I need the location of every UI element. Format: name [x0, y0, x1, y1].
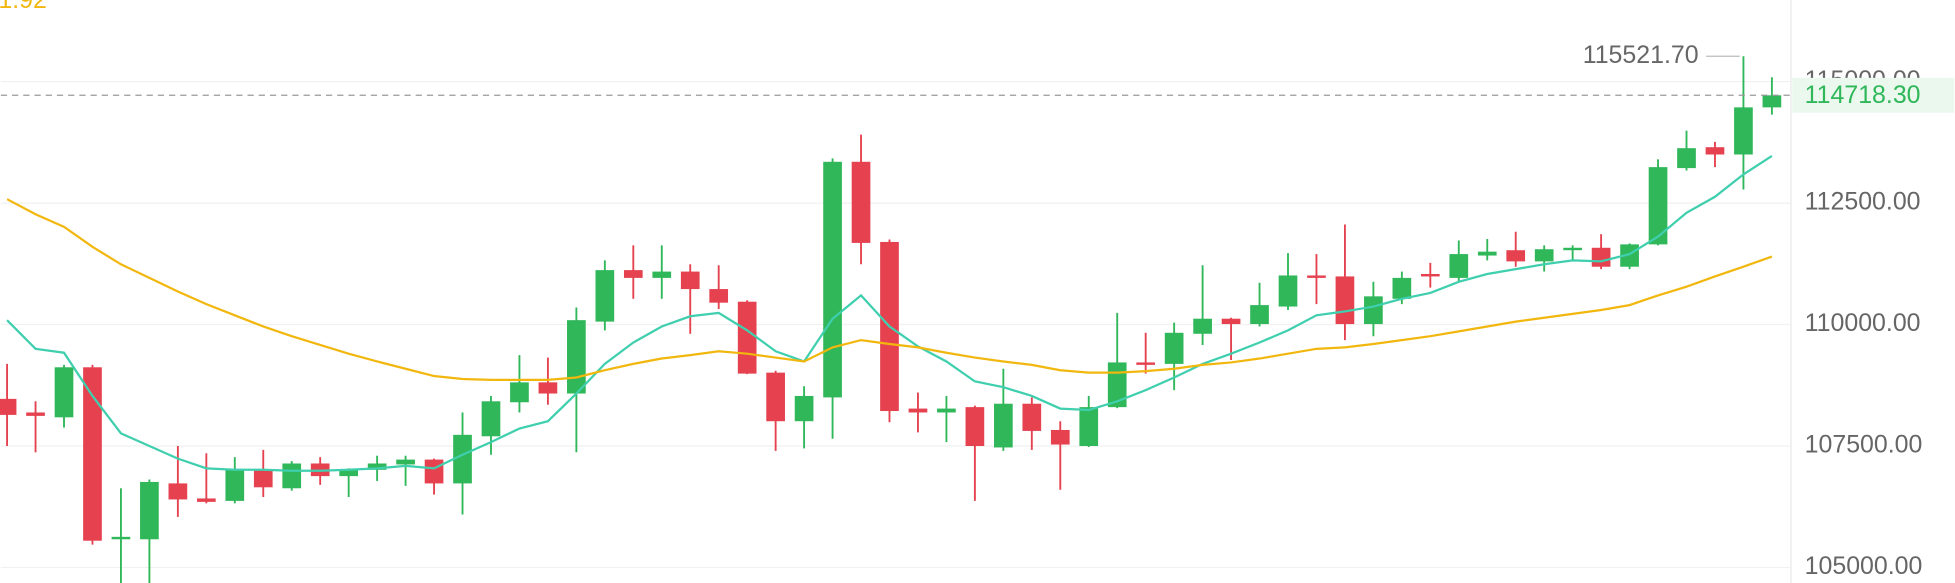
candle-body	[424, 459, 444, 484]
candle-body	[538, 382, 558, 394]
candle-body	[937, 408, 956, 413]
y-tick-label: 110000.00	[1805, 309, 1921, 337]
y-tick-label: 112500.00	[1805, 188, 1921, 216]
candle-body	[339, 469, 359, 477]
candle-body	[1250, 305, 1269, 325]
candle-body	[1420, 274, 1440, 277]
candle-body	[1079, 407, 1099, 446]
candle-body	[680, 271, 700, 290]
candle-body	[111, 536, 131, 540]
candle-body	[1307, 275, 1326, 278]
candle-body	[1705, 147, 1725, 155]
candle-body	[196, 498, 216, 502]
candle-body	[623, 270, 643, 278]
y-tick-label: 107500.00	[1805, 431, 1923, 459]
candle-body	[1449, 254, 1469, 278]
candle-body	[282, 463, 302, 489]
candle-body	[794, 395, 814, 422]
y-tick-label: 105000.00	[1805, 552, 1923, 580]
candle-body	[1221, 318, 1241, 325]
annotation: 1.92	[0, 0, 47, 14]
candle-body	[1734, 107, 1753, 155]
candle-body	[1762, 95, 1782, 108]
last-price-bg	[1792, 77, 1955, 113]
candle-body	[1335, 276, 1355, 325]
candle-body	[737, 301, 757, 374]
candle-body	[994, 403, 1013, 448]
candle-body	[766, 372, 785, 422]
candle-body	[567, 320, 586, 394]
candle-body	[83, 367, 102, 541]
candle-body	[1164, 332, 1184, 364]
candle-body	[1193, 318, 1212, 334]
candle-body	[1477, 251, 1497, 256]
candle-body	[54, 367, 74, 418]
candle-body	[595, 270, 615, 322]
candle-body	[367, 463, 387, 470]
ma-line	[6, 155, 1773, 472]
candle-body	[1136, 362, 1156, 365]
candle-body	[965, 407, 985, 446]
candle-body	[1364, 296, 1383, 325]
candle-body	[168, 483, 188, 500]
candle-body	[823, 161, 842, 398]
candle-body	[481, 401, 501, 437]
candle-body	[908, 408, 928, 413]
last-price-label: 114718.30	[1805, 81, 1921, 109]
candle-body	[652, 271, 672, 278]
candle-body	[1392, 277, 1412, 299]
candle-body	[140, 481, 159, 540]
candle-body	[1534, 249, 1554, 262]
candle-body	[851, 161, 871, 243]
candle-body	[1648, 167, 1668, 245]
candle-body	[396, 459, 415, 465]
candle-body	[26, 412, 45, 416]
candle-body	[1278, 275, 1298, 307]
candle-body	[1022, 403, 1042, 431]
candle-body	[253, 469, 273, 488]
candle-body	[1506, 250, 1526, 262]
candle-body	[1591, 247, 1611, 267]
candle-body	[1050, 429, 1070, 445]
candle-body	[709, 289, 729, 303]
candle-body	[510, 382, 529, 403]
candle-body	[453, 434, 472, 484]
candle-body	[1677, 148, 1696, 169]
candle-body	[0, 398, 17, 415]
candle-body	[225, 469, 245, 501]
ma-line	[6, 198, 1773, 382]
max-marker-label: 115521.70	[1583, 41, 1699, 69]
candle-body	[1563, 247, 1582, 251]
